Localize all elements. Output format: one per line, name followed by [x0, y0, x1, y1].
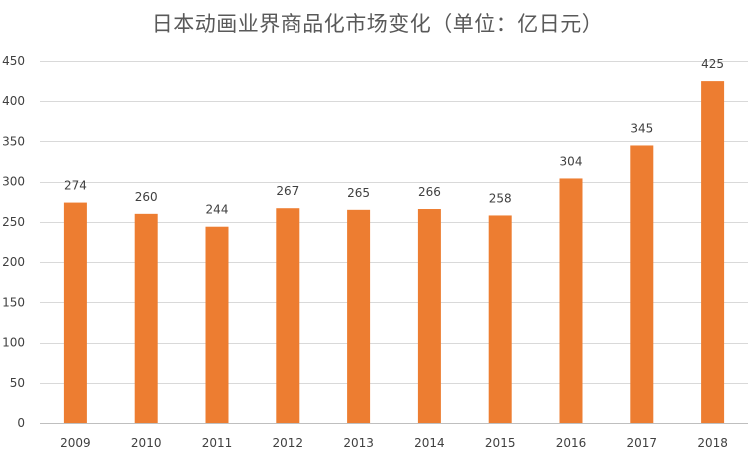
- bar-2018: [701, 81, 725, 423]
- x-tick-label: 2018: [697, 436, 728, 450]
- bar-2015: [488, 215, 512, 423]
- x-tick-label: 2014: [414, 436, 445, 450]
- data-label-2009: 274: [64, 179, 87, 193]
- bar-2014: [417, 209, 441, 423]
- data-label-2010: 260: [135, 190, 158, 204]
- y-tick-label: 350: [2, 134, 25, 148]
- data-labels: 274 260 244 267 265 266 258 304 345 425: [64, 57, 724, 217]
- bar-2010: [134, 213, 158, 423]
- x-tick-label: 2016: [556, 436, 587, 450]
- bar-2013: [347, 209, 371, 423]
- x-tick-label: 2012: [273, 436, 304, 450]
- bar-2012: [276, 208, 300, 423]
- data-label-2018: 425: [701, 57, 724, 71]
- chart-title: 日本动画业界商品化市场变化（单位：亿日元）: [151, 12, 604, 36]
- y-tick-label: 400: [2, 94, 25, 108]
- y-tick-label: 200: [2, 255, 25, 269]
- bars: [63, 81, 725, 423]
- x-tick-label: 2011: [202, 436, 233, 450]
- x-tick-label: 2013: [343, 436, 374, 450]
- y-tick-label: 0: [17, 416, 25, 430]
- data-label-2016: 304: [560, 154, 583, 168]
- y-tick-label: 150: [2, 295, 25, 309]
- y-tick-label: 450: [2, 54, 25, 68]
- y-tick-label: 50: [10, 376, 25, 390]
- y-tick-label: 250: [2, 215, 25, 229]
- x-tick-label: 2009: [60, 436, 91, 450]
- x-tick-label: 2010: [131, 436, 162, 450]
- data-label-2017: 345: [630, 121, 653, 135]
- y-tick-label: 300: [2, 175, 25, 189]
- bar-2017: [630, 145, 654, 423]
- bar-2016: [559, 178, 583, 423]
- data-label-2014: 266: [418, 185, 441, 199]
- data-label-2013: 265: [347, 186, 370, 200]
- bar-2011: [205, 226, 229, 423]
- y-tick-label: 100: [2, 336, 25, 350]
- bar-2009: [63, 202, 87, 423]
- data-label-2011: 244: [206, 203, 229, 217]
- data-label-2012: 267: [276, 184, 299, 198]
- x-tick-label: 2015: [485, 436, 516, 450]
- data-label-2015: 258: [489, 191, 512, 205]
- gridlines: [40, 61, 748, 424]
- y-axis-ticks: 0 50 100 150 200 250 300 350 400 450: [2, 54, 25, 430]
- x-axis-ticks: 2009 2010 2011 2012 2013 2014 2015 2016 2017 2018: [60, 436, 728, 450]
- x-tick-label: 2017: [627, 436, 658, 450]
